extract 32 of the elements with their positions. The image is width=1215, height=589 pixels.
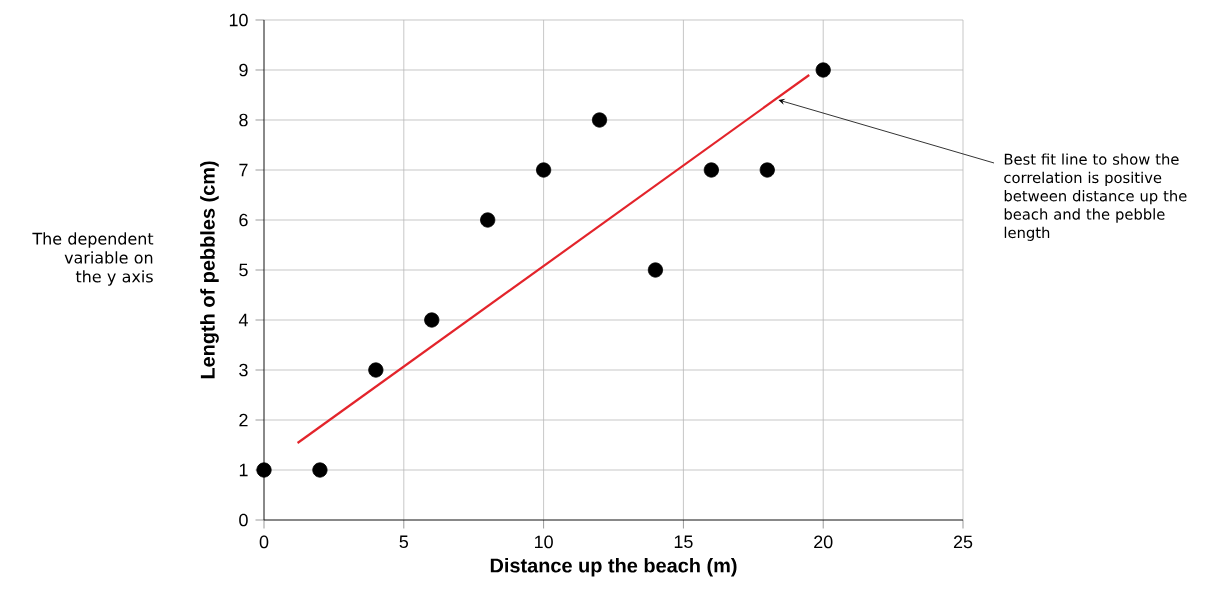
point [424, 312, 440, 328]
point [759, 162, 775, 178]
text: The dependent variable on the y axis [32, 232, 154, 286]
y-tick-label: 2 [239, 413, 248, 427]
y-tick-label: 8 [239, 113, 248, 127]
x-tick-label: 15 [674, 535, 693, 549]
y-tick-label: 10 [229, 13, 248, 27]
point [815, 62, 831, 78]
y-tick-label: 3 [239, 363, 248, 377]
y-tick-label: 0 [239, 513, 248, 527]
point [368, 362, 384, 378]
x-tick-label: 0 [259, 535, 269, 549]
point [536, 162, 552, 178]
x-tick-label: 20 [814, 535, 833, 549]
y-tick-label: 7 [239, 163, 248, 177]
y-tick-label: 6 [239, 213, 248, 227]
annotation: Best fit line to show the correlation is positive between distance up the beach and the pebble length [1004, 153, 1187, 241]
point [647, 262, 664, 278]
y-tick-label: 1 [239, 463, 248, 477]
x-axis-title: Distance up the beach (m) [490, 557, 737, 577]
point [312, 462, 328, 478]
x-tick-label: 25 [953, 535, 973, 549]
x-tick-label: 5 [399, 535, 409, 549]
point [591, 112, 608, 128]
x-tick-label: 10 [535, 535, 553, 549]
point [480, 212, 496, 228]
point [703, 162, 719, 178]
y-tick-label: 4 [238, 313, 248, 327]
y-tick-label: 9 [239, 63, 248, 77]
point [256, 462, 272, 478]
y-axis-title: Length of pebbles (cm) [200, 161, 219, 379]
y-tick-label: 5 [239, 263, 248, 277]
